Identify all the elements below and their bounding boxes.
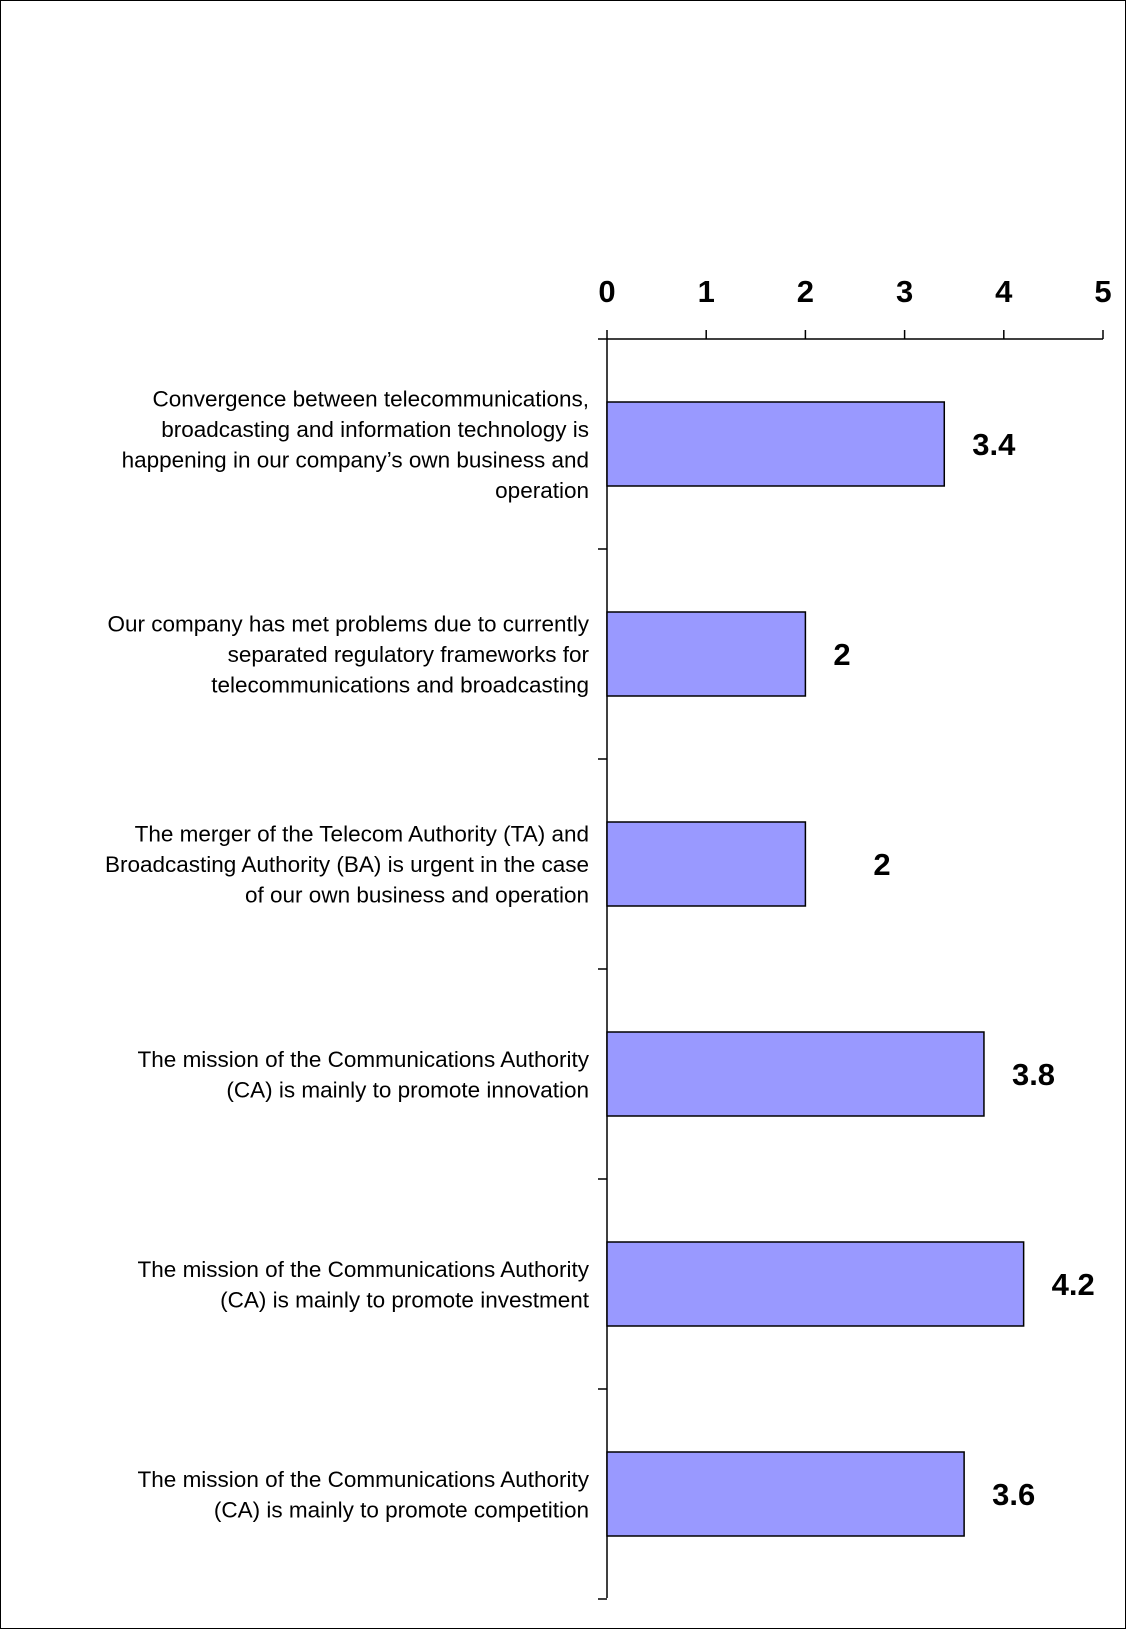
- category-label: happening in our company’s own business …: [122, 447, 589, 472]
- x-tick-label: 2: [797, 274, 814, 309]
- category-label: The mission of the Communications Author…: [138, 1047, 590, 1072]
- category-label: separated regulatory frameworks for: [228, 642, 590, 667]
- category-label: (CA) is mainly to promote innovation: [226, 1077, 589, 1102]
- category-label: of our own business and operation: [245, 883, 589, 908]
- x-tick-label: 4: [995, 274, 1013, 309]
- bar: [606, 611, 807, 697]
- category-label: (CA) is mainly to promote investment: [220, 1287, 590, 1312]
- x-tick-label: 3: [896, 274, 913, 309]
- category-label: Broadcasting Authority (BA) is urgent in…: [105, 852, 589, 877]
- bar: [606, 1031, 985, 1117]
- x-tick-label: 5: [1094, 274, 1111, 309]
- bar: [606, 821, 807, 907]
- x-tick-label: 1: [698, 274, 715, 309]
- data-label: 3.6: [992, 1477, 1035, 1512]
- bar: [606, 401, 946, 487]
- category-label: Convergence between telecommunications,: [153, 386, 590, 411]
- data-label: 3.8: [1012, 1057, 1055, 1092]
- category-label: The mission of the Communications Author…: [138, 1257, 590, 1282]
- data-label: 2: [873, 847, 890, 882]
- data-label: 4.2: [1052, 1267, 1095, 1302]
- category-label: operation: [495, 478, 589, 503]
- category-label: telecommunications and broadcasting: [211, 673, 589, 698]
- category-label: (CA) is mainly to promote competition: [214, 1497, 589, 1522]
- category-label: The mission of the Communications Author…: [138, 1467, 590, 1492]
- data-label: 3.4: [972, 427, 1016, 462]
- category-label: broadcasting and information technology …: [161, 417, 589, 442]
- bar: [606, 1451, 965, 1537]
- bar: [606, 1241, 1025, 1327]
- x-tick-label: 0: [598, 274, 615, 309]
- data-label: 2: [833, 637, 850, 672]
- category-label: The merger of the Telecom Authority (TA)…: [135, 822, 589, 847]
- category-label: Our company has met problems due to curr…: [108, 612, 590, 637]
